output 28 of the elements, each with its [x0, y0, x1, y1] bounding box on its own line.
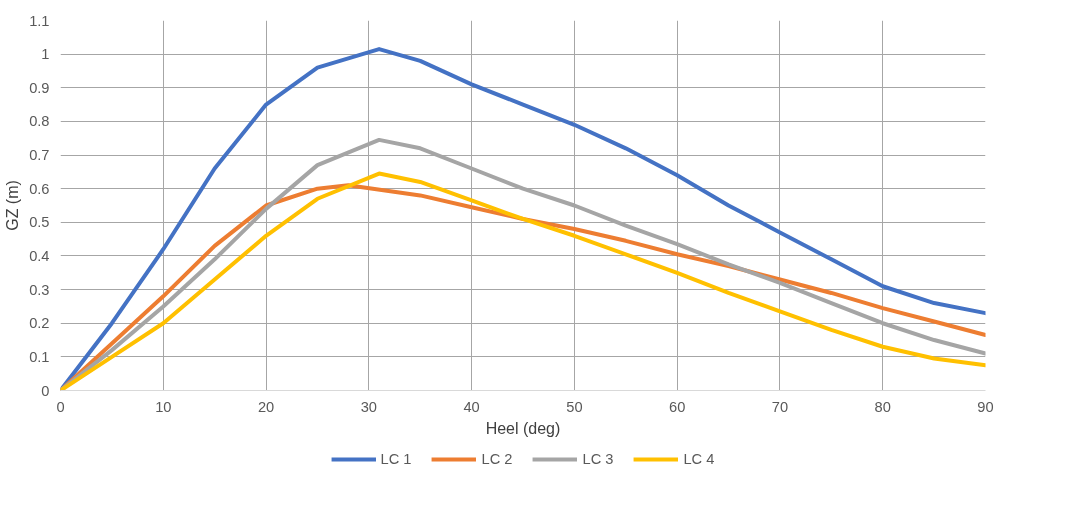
y-tick-label: 0	[41, 382, 50, 399]
y-tick-label: 1	[41, 46, 50, 63]
x-tick-label: 10	[155, 398, 172, 415]
x-tick-label: 50	[566, 398, 583, 415]
y-tick-label: 0.5	[29, 214, 50, 231]
x-tick-label: 60	[669, 398, 686, 415]
y-tick-label: 1.1	[29, 12, 50, 29]
legend-label: LC 3	[582, 451, 614, 467]
y-tick-label: 0.1	[29, 348, 50, 365]
legend-label: LC 4	[683, 451, 715, 467]
y-tick-label: 0.3	[29, 281, 50, 298]
x-tick-label: 40	[463, 398, 480, 415]
x-tick-label: 80	[874, 398, 891, 415]
x-axis-title: Heel (deg)	[485, 419, 561, 437]
y-tick-label: 0.7	[29, 147, 50, 164]
y-tick-label: 0.6	[29, 180, 50, 197]
legend-label: LC 2	[481, 451, 513, 467]
x-tick-label: 70	[771, 398, 789, 415]
y-tick-label: 0.9	[29, 79, 50, 96]
y-axis-title: GZ (m)	[4, 180, 22, 231]
y-tick-label: 0.2	[29, 315, 50, 332]
x-tick-label: 90	[977, 398, 994, 415]
y-tick-label: 0.4	[29, 247, 50, 264]
legend-label: LC 1	[380, 451, 412, 467]
x-tick-label: 30	[360, 398, 377, 415]
x-tick-label: 20	[257, 398, 275, 415]
y-tick-label: 0.8	[29, 113, 50, 130]
x-tick-label: 0	[56, 398, 65, 415]
